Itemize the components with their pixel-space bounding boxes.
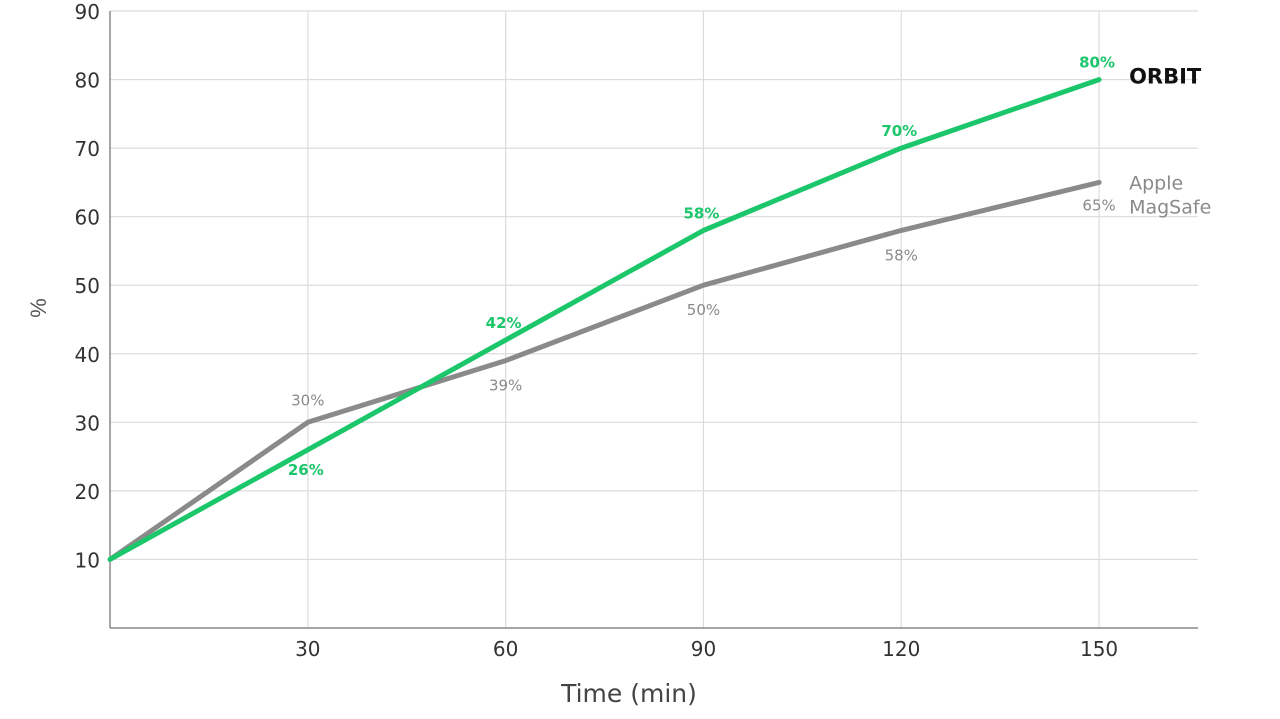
data-label-orbit: 42% xyxy=(486,314,522,332)
data-label-apple-magsafe: 58% xyxy=(885,246,918,264)
y-tick-label: 20 xyxy=(75,480,100,504)
series-name-orbit: ORBIT xyxy=(1129,65,1202,89)
y-tick-label: 90 xyxy=(75,0,100,24)
y-axis-title: % xyxy=(26,298,51,318)
x-tick-label: 150 xyxy=(1080,637,1118,661)
y-tick-label: 70 xyxy=(75,137,100,161)
data-labels: 26% 42% 58% 70% 80% 30% 39% 50% 58% 65% ORBIT Apple… xyxy=(288,54,1211,479)
data-label-orbit: 80% xyxy=(1079,54,1115,72)
data-label-apple-magsafe: 50% xyxy=(687,301,720,319)
y-tick-label: 30 xyxy=(75,411,100,435)
data-label-apple-magsafe: 39% xyxy=(489,377,522,395)
y-tick-label: 10 xyxy=(75,548,100,572)
x-tick-label: 90 xyxy=(691,637,716,661)
data-label-orbit: 70% xyxy=(881,122,917,140)
y-tick-label: 60 xyxy=(75,206,100,230)
data-label-apple-magsafe: 30% xyxy=(291,391,324,409)
x-tick-label: 30 xyxy=(295,637,320,661)
x-axis-title: Time (min) xyxy=(560,679,697,708)
x-tick-label: 120 xyxy=(882,637,920,661)
y-tick-label: 50 xyxy=(75,274,100,298)
axes: 10 20 30 40 50 60 70 80 90 30 60 90 120 150 xyxy=(75,0,1198,661)
data-label-orbit: 58% xyxy=(684,204,720,222)
y-tick-label: 80 xyxy=(75,69,100,93)
series-name-apple-magsafe: Apple MagSafe xyxy=(1129,172,1211,218)
series-line-apple-magsafe xyxy=(107,179,1102,562)
series xyxy=(107,77,1102,562)
data-label-orbit: 26% xyxy=(288,461,324,479)
series-line-orbit xyxy=(107,77,1102,562)
data-label-apple-magsafe: 65% xyxy=(1082,196,1115,214)
grid xyxy=(110,10,1198,628)
x-tick-label: 60 xyxy=(493,637,518,661)
y-tick-label: 40 xyxy=(75,343,100,367)
